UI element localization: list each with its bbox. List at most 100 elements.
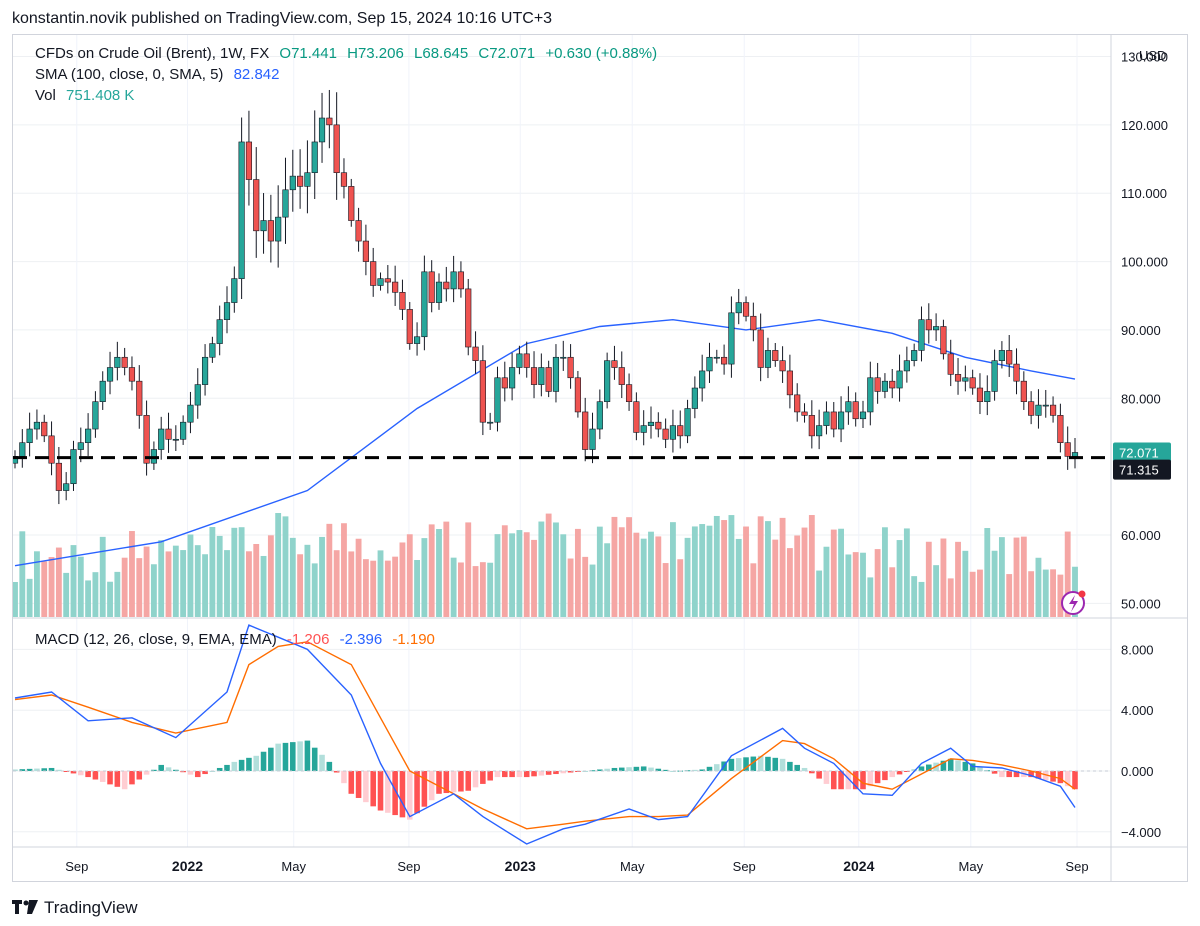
legend-vol-label[interactable]: Vol: [35, 87, 56, 104]
volume-bar: [472, 566, 479, 617]
macd-histogram-bar: [1006, 771, 1012, 778]
macd-histogram-bar: [1013, 771, 1020, 778]
macd-tick-label: 4.000: [1121, 703, 1154, 718]
volume-bar: [465, 522, 472, 617]
macd-histogram-bar: [370, 771, 376, 807]
macd-histogram-bar: [341, 771, 347, 784]
volume-bar: [260, 555, 267, 617]
macd-histogram-bar: [560, 771, 567, 774]
candle-body: [370, 261, 377, 286]
volume-bar: [370, 560, 377, 617]
candle-body: [143, 415, 150, 464]
candle-body: [136, 380, 143, 416]
volume-bar: [940, 538, 947, 617]
candle-body: [881, 380, 889, 392]
volume-bar: [165, 551, 172, 617]
macd-histogram-bar: [538, 771, 545, 776]
footer-brand[interactable]: TradingView: [12, 898, 138, 918]
volume-bar: [918, 581, 925, 617]
candle-body: [786, 370, 793, 396]
candle-body: [728, 312, 735, 365]
volume-bar: [13, 582, 18, 617]
volume-bar: [202, 554, 208, 617]
macd-histogram-bar: [78, 771, 84, 776]
candle-body: [530, 367, 538, 385]
candle-body: [596, 401, 603, 430]
macd-histogram-bar: [275, 743, 281, 771]
price-tick-label: 110.000: [1121, 186, 1167, 201]
macd-histogram-bar: [63, 771, 69, 772]
candle-body: [794, 394, 801, 413]
legend-macd-label[interactable]: MACD (12, 26, close, 9, EMA, EMA): [35, 631, 277, 648]
macd-histogram-bar: [333, 771, 340, 773]
volume-bar: [677, 559, 684, 617]
macd-histogram-bar: [977, 766, 983, 771]
candle-body: [633, 401, 640, 433]
candle-body: [311, 141, 318, 174]
volume-bar: [794, 535, 801, 617]
macd-histogram-bar: [911, 769, 917, 771]
macd-histogram-bar: [692, 769, 698, 771]
volume-bar: [501, 525, 508, 617]
volume-bar: [341, 523, 347, 617]
volume-bar: [289, 537, 296, 617]
volume-bar: [699, 524, 706, 617]
candle-body: [721, 356, 728, 365]
time-tick-label: Sep: [733, 859, 756, 874]
candle-body: [450, 271, 457, 290]
candle-body: [406, 309, 413, 344]
macd-histogram-bar: [787, 761, 793, 771]
macd-histogram-bar: [597, 769, 603, 771]
macd-histogram-bar: [41, 768, 48, 771]
price-tick-label: 80.000: [1121, 391, 1161, 406]
macd-histogram-bar: [326, 761, 333, 771]
candle-body: [940, 326, 947, 355]
candle-body: [808, 415, 815, 437]
chart-frame[interactable]: USD 130.000 120.000 110.000 100.000 90.000 80.…: [12, 34, 1188, 882]
macd-histogram-bar: [553, 771, 559, 775]
macd-histogram-bar: [962, 761, 969, 771]
volume-bar: [34, 551, 40, 617]
candle-body: [326, 117, 333, 126]
volume-bar: [187, 534, 194, 617]
volume-bar: [311, 563, 318, 617]
volume-bar: [648, 531, 654, 617]
candle-body: [662, 428, 669, 440]
candle-body: [304, 172, 311, 187]
currency-label: USD: [1139, 48, 1166, 63]
macd-histogram-bar: [1035, 771, 1042, 779]
macd-tick-label: 0.000: [1121, 764, 1154, 779]
candle-body: [582, 411, 589, 450]
macd-histogram-bar: [699, 769, 705, 771]
candle-body: [275, 216, 282, 242]
macd-histogram-bar: [889, 771, 896, 778]
legend-symbol[interactable]: CFDs on Crude Oil (Brent), 1W, FX: [35, 45, 270, 62]
macd-histogram-bar: [421, 771, 428, 807]
candle-body: [611, 360, 618, 368]
candle-body: [340, 172, 348, 187]
macd-histogram-bar: [311, 747, 318, 771]
volume-bar: [962, 550, 969, 617]
volume-bar: [377, 550, 384, 617]
macd-histogram-bar: [487, 771, 493, 781]
volume-bar: [750, 563, 757, 617]
macd-histogram-bar: [940, 760, 947, 771]
candle-body: [867, 377, 874, 413]
legend-sma-label[interactable]: SMA (100, close, 0, SMA, 5): [35, 66, 224, 83]
macd-histogram-bar: [319, 754, 325, 771]
volume-bar: [772, 539, 779, 617]
candle-body: [260, 220, 267, 232]
macd-histogram-bar: [187, 771, 194, 775]
candle-body: [669, 425, 677, 440]
candle-body: [128, 367, 136, 382]
macd-histogram-bar: [867, 771, 874, 787]
macd-histogram-bar: [1028, 771, 1034, 778]
candle-body: [647, 421, 655, 426]
macd-histogram-bar: [706, 766, 713, 771]
candle-body: [472, 346, 479, 361]
macd-histogram-bar: [728, 758, 735, 771]
volume-bar: [516, 530, 523, 617]
macd-histogram-bar: [282, 742, 289, 771]
volume-bar: [903, 528, 910, 617]
